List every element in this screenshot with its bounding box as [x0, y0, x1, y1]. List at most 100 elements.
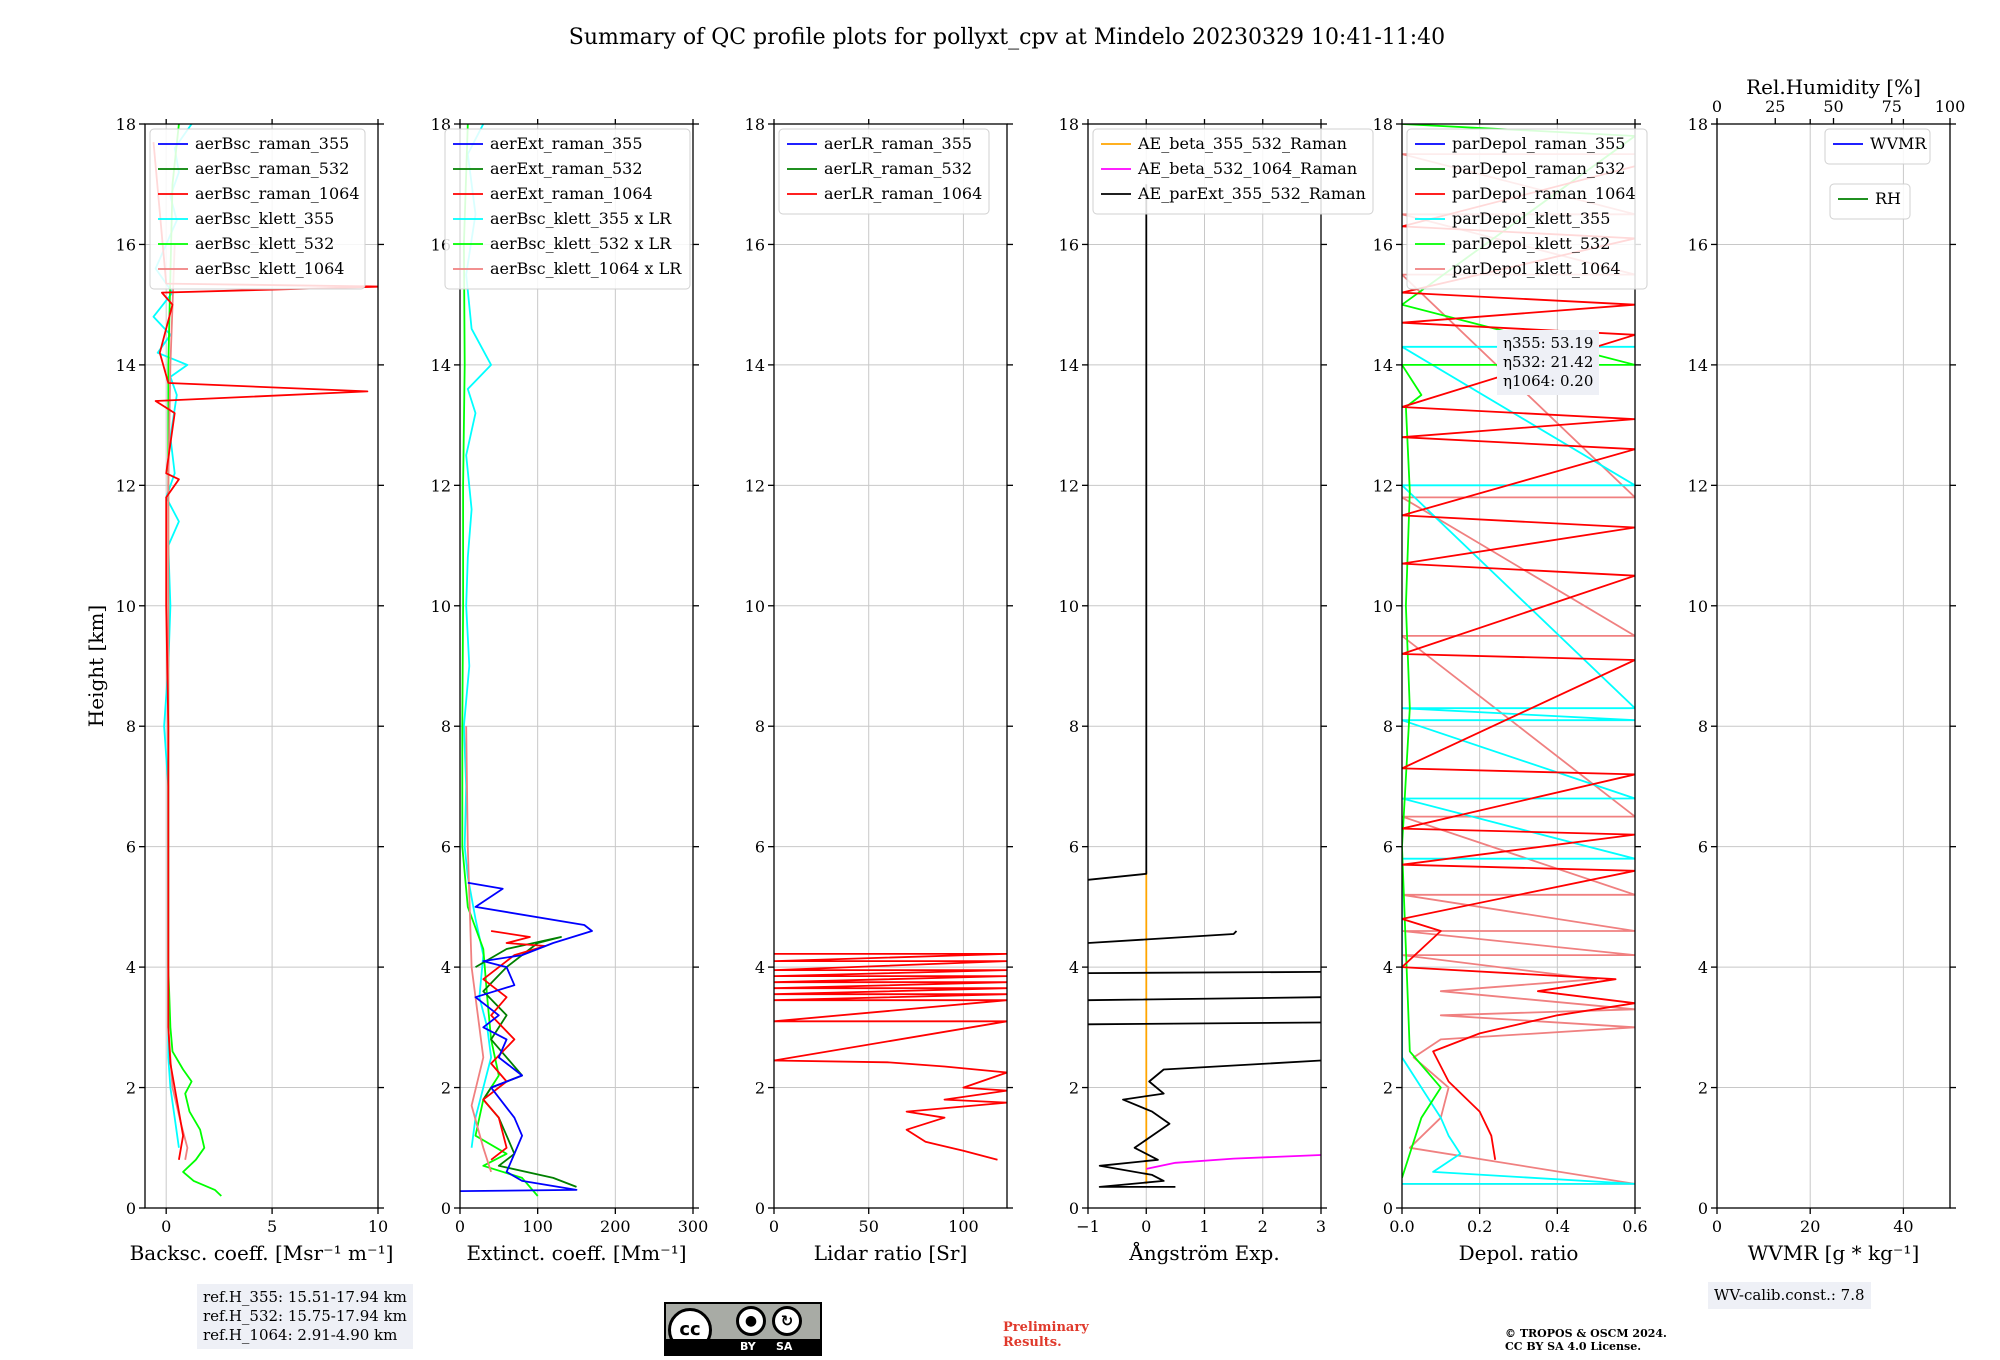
y-tick-label: 18	[116, 115, 136, 134]
x-tick-label: 0	[1712, 1217, 1722, 1236]
y-tick-label: 10	[431, 597, 451, 616]
legend-entry: aerLR_raman_532	[824, 159, 972, 178]
y-tick-label: 12	[745, 476, 765, 495]
axes-frame	[1401, 123, 1636, 1209]
top-axis-label: Rel.Humidity [%]	[1746, 75, 1921, 99]
legend-entry: aerExt_raman_1064	[490, 184, 653, 203]
y-tick-label: 18	[745, 115, 765, 134]
x-tick-label: 0	[1141, 1217, 1151, 1236]
y-tick-label: 16	[745, 235, 765, 254]
series-group	[774, 953, 1007, 1161]
y-tick-label: 6	[1383, 838, 1393, 857]
legend-entry: aerBsc_klett_532	[195, 234, 334, 253]
ref-height-box-line: ref.H_355: 15.51-17.94 km	[203, 1288, 407, 1306]
x-tick-label: 0.0	[1389, 1217, 1414, 1236]
top-tick-label: 25	[1765, 97, 1785, 116]
eta-box-line: η532: 21.42	[1503, 353, 1594, 371]
y-tick-label: 6	[126, 838, 136, 857]
x-tick-label: 200	[600, 1217, 631, 1236]
license-band: BY SA	[666, 1339, 820, 1354]
legend-entry: parDepol_raman_355	[1452, 134, 1625, 153]
figure-title: Summary of QC profile plots for pollyxt_…	[569, 25, 1445, 50]
y-tick-label: 8	[1698, 717, 1708, 736]
x-tick-label: 1	[1199, 1217, 1209, 1236]
y-tick-label: 8	[126, 717, 136, 736]
legend: aerExt_raman_355 aerExt_raman_532 aerExt_r…	[444, 128, 691, 290]
x-tick-label: 100	[948, 1217, 979, 1236]
y-tick-label: 10	[1688, 597, 1708, 616]
series-aerBsc_raman_1064	[152, 142, 378, 1160]
eta-box-line: η1064: 0.20	[1503, 372, 1594, 390]
legend-entry: aerLR_raman_355	[824, 134, 972, 153]
legend-entry: aerBsc_klett_355 x LR	[490, 209, 672, 228]
legend-box	[1092, 128, 1374, 215]
y-tick-label: 12	[431, 476, 451, 495]
series-aerBsc_klett_532 x LR	[461, 124, 539, 1197]
y-tick-label: 16	[1059, 235, 1079, 254]
x-axis-label: Depol. ratio	[1459, 1241, 1579, 1265]
y-tick-label: 6	[755, 838, 765, 857]
license-by-label: BY	[740, 1340, 756, 1353]
ref-height-box-line: ref.H_1064: 2.91-4.90 km	[203, 1326, 398, 1344]
series-parDepol_klett_355	[1402, 345, 1635, 1185]
y-tick-label: 6	[1698, 838, 1708, 857]
y-tick-label: 6	[441, 838, 451, 857]
x-tick-label: 50	[859, 1217, 879, 1236]
y-tick-label: 4	[1069, 958, 1079, 977]
preliminary-line-2: Results.	[1003, 1335, 1062, 1350]
y-tick-label: 18	[1059, 115, 1079, 134]
y-tick-label: 0	[1069, 1199, 1079, 1218]
copyright-line-2: CC BY SA 4.0 License.	[1505, 1340, 1642, 1353]
x-axis-label: WVMR [g * kg⁻¹]	[1748, 1241, 1920, 1265]
y-tick-label: 14	[431, 356, 451, 375]
x-tick-label: 20	[1800, 1217, 1820, 1236]
x-tick-label: 300	[678, 1217, 709, 1236]
y-tick-label: 4	[441, 958, 451, 977]
series-AE_parExt_355_532_Raman	[1088, 184, 1321, 1188]
y-tick-label: 8	[441, 717, 451, 736]
x-axis-label: Extinct. coeff. [Mm⁻¹]	[466, 1241, 686, 1265]
x-axis-label: Backsc. coeff. [Msr⁻¹ m⁻¹]	[130, 1241, 394, 1265]
legend-entry: aerExt_raman_532	[490, 159, 643, 178]
top-tick-label: 75	[1882, 97, 1902, 116]
series-AE_beta_532_1064_Raman	[1146, 1154, 1321, 1170]
y-tick-label: 8	[1383, 717, 1393, 736]
x-tick-label: 0	[769, 1217, 779, 1236]
legend-box	[1829, 183, 1911, 220]
y-tick-label: 10	[1059, 597, 1079, 616]
panel-bsc: 0 5 10 0 2 4 6 8 10 12 14 16 18 Backsc. coeff. [Msr⁻¹…	[84, 115, 393, 1265]
y-tick-label: 0	[1383, 1199, 1393, 1218]
legend-entry: AE_beta_532_1064_Raman	[1137, 159, 1357, 178]
legend-entry: parDepol_klett_1064	[1452, 259, 1621, 278]
y-tick-label: 14	[1059, 356, 1079, 375]
legend-entry: AE_parExt_355_532_Raman	[1137, 184, 1366, 203]
y-tick-label: 4	[1698, 958, 1708, 977]
axes-frame	[459, 123, 694, 1209]
legend-box	[1406, 128, 1648, 290]
axes-frame	[773, 123, 1008, 1209]
y-tick-label: 2	[1069, 1079, 1079, 1098]
y-axis-label: Height [km]	[84, 605, 108, 727]
license-badge: cc ● ↻ BY SA	[664, 1302, 822, 1356]
series-aerBsc_klett_355 x LR	[463, 124, 492, 1148]
top-tick-label: 0	[1712, 97, 1722, 116]
series-aerExt_raman_355	[460, 881, 593, 1192]
series-parDepol_klett_532	[1402, 124, 1635, 1179]
y-tick-label: 14	[1373, 356, 1393, 375]
panel-lr: 0 50 100 0 2 4 6 8 10 12 14 16 18 Lidar ratio [Sr] aer…	[745, 115, 1013, 1265]
legend-entry: parDepol_klett_355	[1452, 209, 1610, 228]
copyright-note: © TROPOS & OSCM 2024. CC BY SA 4.0 Licen…	[1505, 1327, 1667, 1353]
legend-entry: WVMR	[1870, 134, 1927, 153]
y-tick-label: 0	[1698, 1199, 1708, 1218]
ref-height-box-line: ref.H_532: 15.75-17.94 km	[203, 1307, 407, 1325]
panel-wv: 0 20 40 0 2 4 6 8 10 12 14 16 18 WVMR [g * kg⁻¹] 0 25 50…	[1688, 75, 1966, 1265]
panel-depol: 0.0 0.2 0.4 0.6 0 2 4 6 8 10 12 14 16 18 Depol. ratio p…	[1373, 115, 1648, 1265]
y-tick-label: 0	[126, 1199, 136, 1218]
y-tick-label: 10	[745, 597, 765, 616]
y-tick-label: 2	[1698, 1079, 1708, 1098]
y-tick-label: 4	[126, 958, 136, 977]
legend-box	[778, 128, 990, 215]
